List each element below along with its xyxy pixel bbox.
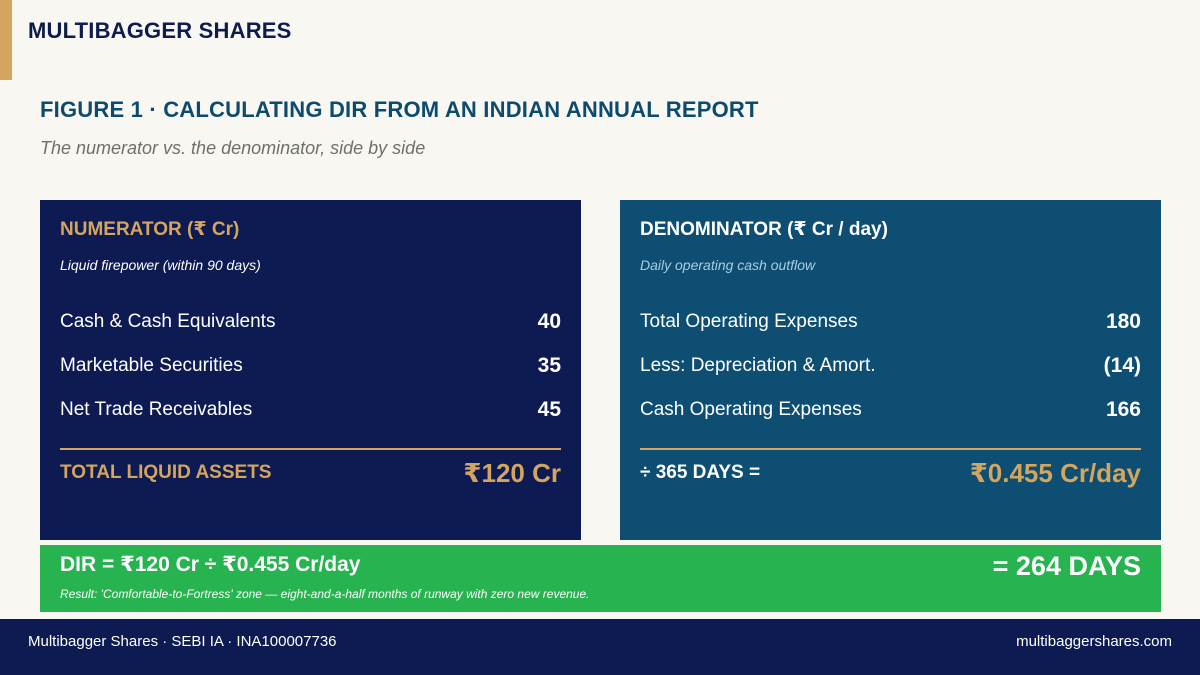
denominator-title: DENOMINATOR (₹ Cr / day)	[640, 219, 888, 240]
row-label: Cash Operating Expenses	[640, 399, 862, 420]
brand-title: MULTIBAGGER SHARES	[28, 18, 292, 43]
result-banner: DIR = ₹120 Cr ÷ ₹0.455 Cr/day = 264 DAYS…	[40, 545, 1161, 612]
dir-formula: DIR = ₹120 Cr ÷ ₹0.455 Cr/day	[60, 553, 361, 576]
numerator-total: TOTAL LIQUID ASSETS ₹120 Cr	[60, 458, 561, 488]
row-value: 35	[537, 354, 561, 377]
numerator-row: Marketable Securities 35	[60, 353, 561, 379]
row-value: 166	[1105, 398, 1141, 421]
denominator-row: Total Operating Expenses 180	[640, 309, 1141, 335]
figure-subtitle: The numerator vs. the denominator, side …	[40, 138, 426, 158]
row-label: Cash & Cash Equivalents	[60, 311, 276, 332]
denominator-total: ÷ 365 DAYS = ₹0.455 Cr/day	[640, 458, 1141, 488]
numerator-panel: NUMERATOR (₹ Cr) Liquid firepower (withi…	[40, 200, 581, 540]
row-label: Marketable Securities	[60, 355, 243, 376]
divider	[640, 448, 1141, 450]
figure-title: FIGURE 1 · CALCULATING DIR FROM AN INDIA…	[40, 97, 759, 122]
total-label: ÷ 365 DAYS =	[640, 462, 761, 483]
total-label: TOTAL LIQUID ASSETS	[60, 462, 272, 483]
row-value: 45	[537, 398, 561, 421]
denominator-row: Less: Depreciation & Amort. (14)	[640, 353, 1141, 379]
numerator-description: Liquid firepower (within 90 days)	[60, 257, 261, 273]
row-value: (14)	[1103, 354, 1141, 377]
footer-credits: Multibagger Shares · SEBI IA · INA100007…	[28, 633, 337, 650]
row-value: 40	[537, 310, 561, 333]
total-value: ₹120 Cr	[463, 457, 561, 488]
denominator-row: Cash Operating Expenses 166	[640, 397, 1141, 423]
numerator-title: NUMERATOR (₹ Cr)	[60, 219, 240, 240]
row-label: Less: Depreciation & Amort.	[640, 355, 876, 376]
accent-bar	[0, 0, 12, 80]
numerator-row: Cash & Cash Equivalents 40	[60, 309, 561, 335]
numerator-row: Net Trade Receivables 45	[60, 397, 561, 423]
row-label: Total Operating Expenses	[640, 311, 858, 332]
footer: Multibagger Shares · SEBI IA · INA100007…	[0, 619, 1200, 675]
denominator-description: Daily operating cash outflow	[640, 257, 816, 273]
row-label: Net Trade Receivables	[60, 399, 253, 420]
footer-website: multibaggershares.com	[1016, 633, 1172, 650]
divider	[60, 448, 561, 450]
result-note: Result: 'Comfortable-to-Fortress' zone —…	[60, 587, 590, 601]
denominator-panel: DENOMINATOR (₹ Cr / day) Daily operating…	[620, 200, 1161, 540]
total-value: ₹0.455 Cr/day	[969, 457, 1141, 488]
row-value: 180	[1105, 310, 1141, 333]
dir-result-days: = 264 DAYS	[992, 551, 1141, 581]
